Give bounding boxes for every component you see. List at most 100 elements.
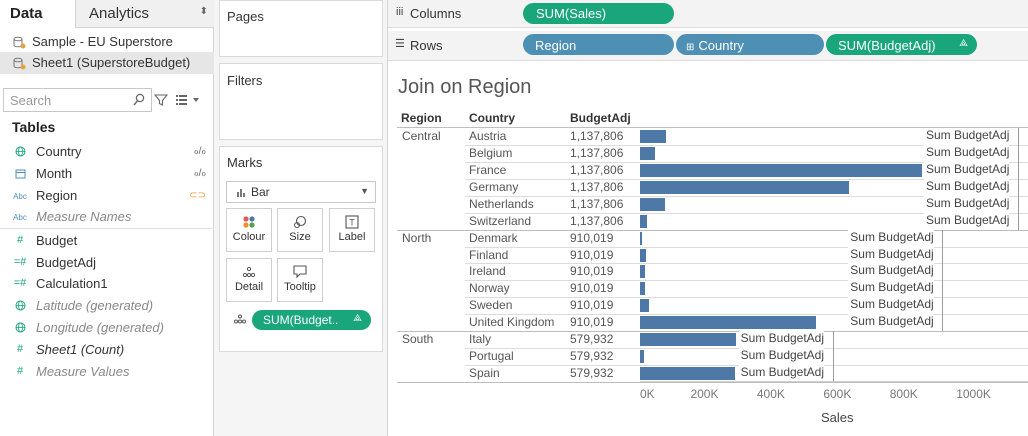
detail-marker-icon	[234, 314, 246, 324]
expand-icon: ⊞	[686, 42, 695, 53]
budgetadj-value: 910,019	[570, 315, 614, 330]
datasource-eu-superstore[interactable]: Sample - EU Superstore	[0, 31, 214, 53]
link-icon: ℴ/ℴ	[193, 146, 206, 157]
row-divider	[465, 246, 1028, 248]
row-divider	[465, 314, 1028, 316]
field-label: Calculation1	[36, 276, 108, 291]
country-label: Norway	[469, 281, 510, 296]
filters-card[interactable]: Filters	[219, 63, 383, 140]
field-budgetadj[interactable]: =# BudgetAdj	[0, 253, 214, 275]
field-label: Region	[36, 188, 78, 203]
bar-mark	[640, 231, 642, 245]
bar-mark	[640, 146, 655, 160]
x-axis-line	[640, 381, 1028, 382]
bar-mark	[640, 265, 645, 279]
reference-label: Sum BudgetAdj	[923, 128, 1010, 142]
pages-card[interactable]: Pages	[219, 0, 383, 57]
marks-budgetadj-pill[interactable]: SUM(Budget.. ⟁	[252, 310, 371, 330]
row-divider	[465, 263, 1028, 265]
field-region[interactable]: Abc Region ⊂⊃	[0, 186, 214, 208]
globe-icon	[12, 146, 28, 160]
x-tick-label: 0K	[640, 387, 655, 401]
field-measure-names[interactable]: Abc Measure Names	[0, 207, 214, 229]
size-button[interactable]: Size	[277, 208, 323, 252]
region-divider	[397, 381, 1028, 383]
search-input[interactable]: Search	[3, 88, 152, 112]
reference-line	[1017, 212, 1019, 231]
country-label: Netherlands	[469, 196, 534, 211]
region-divider	[397, 229, 1028, 231]
country-label: Switzerland	[469, 213, 532, 228]
field-measure-values[interactable]: # Measure Values	[0, 362, 214, 384]
datasource-icon	[13, 36, 26, 49]
budgetadj-value: 1,137,806	[570, 179, 624, 194]
rows-shelf[interactable]: ☰ Rows Region ⊞ Country SUM(BudgetAdj) ⟁	[388, 31, 1028, 61]
field-latitude[interactable]: Latitude (generated)	[0, 296, 214, 318]
field-country[interactable]: Country ℴ/ℴ	[0, 142, 214, 164]
budgetadj-value: 910,019	[570, 281, 614, 296]
tab-data[interactable]: Data	[0, 0, 74, 28]
filter-icon[interactable]	[154, 93, 168, 107]
bar-mark	[640, 130, 666, 143]
field-longitude[interactable]: Longitude (generated)	[0, 318, 214, 340]
calc-hash-icon: =#	[13, 256, 27, 268]
pane-menu-icon[interactable]: ⬍	[199, 6, 208, 17]
country-label: France	[469, 162, 507, 177]
reference-line	[942, 263, 944, 282]
budgetadj-value: 910,019	[570, 230, 614, 245]
mark-type-select[interactable]: Bar ▼	[226, 181, 376, 203]
field-calculation1[interactable]: =# Calculation1	[0, 274, 214, 296]
reference-label: Sum BudgetAdj	[848, 263, 934, 278]
detail-button[interactable]: Detail	[226, 258, 272, 302]
field-budget[interactable]: # Budget	[0, 231, 214, 253]
field-sheet1-count[interactable]: # Sheet1 (Count)	[0, 340, 214, 362]
rows-sum-budgetadj-pill[interactable]: SUM(BudgetAdj) ⟁	[826, 34, 977, 55]
country-label: United Kingdom	[469, 315, 555, 330]
field-month[interactable]: Month ℴ/ℴ	[0, 164, 214, 186]
bar-mark	[640, 180, 850, 194]
reference-line	[1017, 144, 1019, 163]
country-label: Portugal	[469, 349, 514, 364]
field-label: BudgetAdj	[36, 255, 96, 270]
colour-button[interactable]: Colour	[226, 208, 272, 252]
bar-mark	[640, 197, 665, 211]
rows-country-pill[interactable]: ⊞ Country	[676, 34, 824, 55]
search-icon	[133, 93, 145, 106]
columns-sum-sales-pill[interactable]: SUM(Sales)	[523, 3, 674, 24]
budgetadj-value: 579,932	[570, 349, 614, 364]
label-button[interactable]: T Label	[329, 208, 375, 252]
bar-chart-icon	[237, 189, 245, 197]
view-options-icon[interactable]	[176, 94, 200, 106]
columns-shelf[interactable]: iii Columns SUM(Sales)	[388, 0, 1028, 28]
x-tick-label: 1000K	[956, 387, 991, 401]
reference-label: Sum BudgetAdj	[923, 212, 1010, 227]
tooltip-button[interactable]: Tooltip	[277, 258, 323, 302]
datasource-superstorebudget[interactable]: Sheet1 (SuperstoreBudget)	[0, 52, 214, 74]
columns-shelf-label: Columns	[410, 6, 462, 21]
country-label: Italy	[469, 332, 492, 347]
reference-line	[942, 280, 944, 299]
tab-analytics[interactable]: Analytics ⬍	[75, 0, 214, 28]
divider	[0, 228, 214, 229]
chevron-down-icon: ▼	[360, 186, 369, 196]
reference-line	[832, 348, 834, 366]
reference-label: Sum BudgetAdj	[848, 280, 934, 295]
size-icon	[278, 209, 322, 231]
tooltip-icon	[278, 259, 322, 281]
country-label: Denmark	[469, 230, 518, 245]
reference-line	[1017, 178, 1019, 197]
rows-region-pill[interactable]: Region	[523, 34, 674, 55]
reference-label: Sum BudgetAdj	[738, 348, 825, 363]
x-tick-label: 800K	[889, 387, 918, 401]
delta-icon: ⟁	[959, 38, 968, 49]
budgetadj-value: 910,019	[570, 247, 614, 262]
delta-icon: ⟁	[353, 313, 362, 324]
row-divider	[465, 280, 1028, 282]
reference-line	[942, 314, 944, 333]
reference-label: Sum BudgetAdj	[848, 297, 934, 312]
tables-heading: Tables	[12, 119, 56, 135]
country-label: Belgium	[469, 145, 513, 160]
budgetadj-value: 1,137,806	[570, 196, 624, 211]
bar-mark	[640, 299, 650, 313]
header-country: Country	[469, 111, 515, 125]
